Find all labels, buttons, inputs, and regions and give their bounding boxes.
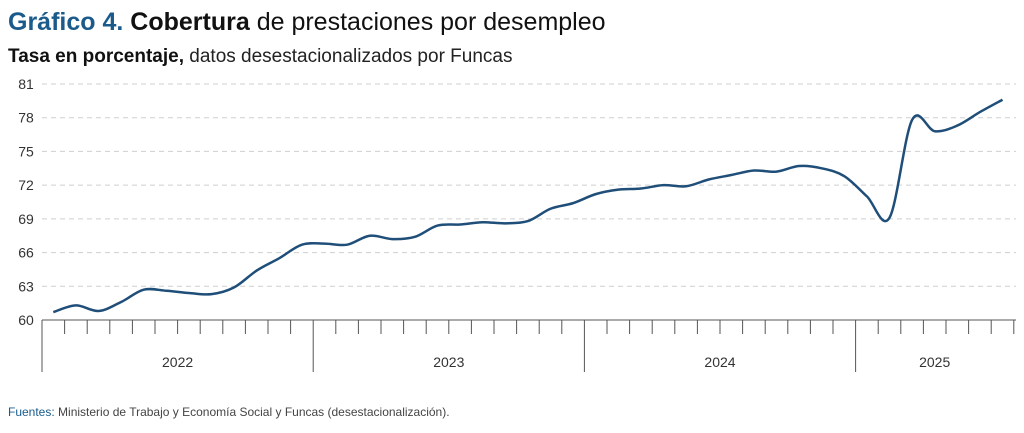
series-line: [52, 98, 1004, 314]
title-bold: Cobertura: [130, 8, 251, 36]
y-tick-label: 72: [18, 177, 34, 193]
subtitle: Tasa en porcentaje, datos desestacionali…: [8, 46, 512, 67]
x-tick-label: 2025: [919, 354, 950, 370]
x-tick-label: 2023: [433, 354, 464, 370]
subtitle-rest: datos desestacionalizados por Funcas: [189, 46, 512, 67]
y-tick-label: 66: [18, 245, 34, 261]
x-tick-label: 2024: [704, 354, 735, 370]
x-tick-label: 2022: [162, 354, 193, 370]
title-rest: de prestaciones por desempleo: [257, 8, 606, 36]
y-tick-label: 75: [18, 143, 34, 159]
source: Fuentes: Ministerio de Trabajo y Economí…: [8, 405, 450, 419]
y-tick-label: 69: [18, 211, 34, 227]
chart-title: Gráfico 4. Cobertura de prestaciones por…: [8, 8, 606, 36]
source-label: Fuentes:: [8, 405, 55, 419]
y-tick-label: 78: [18, 110, 34, 126]
source-text: Ministerio de Trabajo y Economía Social …: [58, 405, 450, 419]
subtitle-bold: Tasa en porcentaje,: [8, 46, 184, 67]
y-tick-label: 63: [18, 278, 34, 294]
plot: 60 63 66 69 72 75 78 81 2022 2023 2024 2025: [18, 76, 1016, 372]
title-prefix: Gráfico 4.: [8, 8, 123, 36]
y-tick-label: 81: [18, 76, 34, 92]
y-tick-label: 60: [18, 312, 34, 328]
